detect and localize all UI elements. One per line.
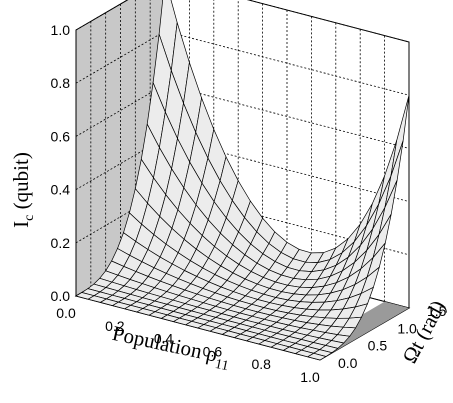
x-tick-label: 0.6 <box>203 343 223 359</box>
y-tick-label: 1.5 <box>427 303 447 319</box>
z-tick-label: 0.4 <box>51 182 71 198</box>
z-tick-label: 0.8 <box>51 75 71 91</box>
chart-ticks: 0.0 0.2 0.4 0.6 0.8 1.0 0.0 0.2 0.4 0.6 0.8 1.0 0.0 0… <box>51 22 447 385</box>
y-tick-label: 0.0 <box>338 355 358 371</box>
z-tick-label: 1.0 <box>51 22 71 38</box>
x-tick-label: 0.2 <box>105 318 125 334</box>
x-tick-label: 0.0 <box>56 305 76 321</box>
left-wall-gridline <box>75 84 166 137</box>
y-tick-label: 0.5 <box>368 338 388 354</box>
z-tick-label: 0.2 <box>51 235 71 251</box>
surface-cell <box>306 352 327 361</box>
x-tick-label: 1.0 <box>300 369 320 385</box>
left-wall-gridline <box>75 0 129 31</box>
z-axis-title: Ic (qubit) <box>9 152 37 228</box>
z-tick-label: 0.0 <box>51 288 71 304</box>
x-tick-label: 0.4 <box>154 331 174 347</box>
z-tick-label: 0.6 <box>51 128 71 144</box>
y-tick-label: 1.0 <box>397 320 417 336</box>
chart-surface <box>75 0 410 361</box>
x-tick-label: 0.8 <box>251 356 271 372</box>
